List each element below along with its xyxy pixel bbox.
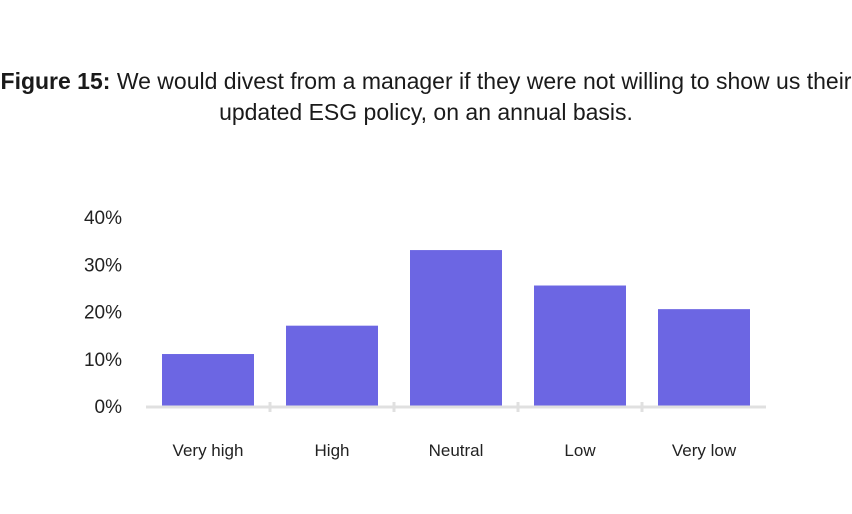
bar-low — [534, 285, 626, 406]
x-category-label: Neutral — [429, 441, 484, 460]
bar-high — [286, 325, 378, 406]
bar-neutral — [410, 250, 502, 406]
bar-very-high — [162, 354, 254, 406]
chart-title: Figure 15: We would divest from a manage… — [0, 66, 852, 128]
y-tick-label: 10% — [84, 350, 122, 371]
y-tick-label: 30% — [84, 255, 122, 276]
bar-very-low — [658, 309, 750, 406]
x-category-label: Very high — [173, 441, 244, 460]
y-tick-label: 40% — [84, 208, 122, 229]
figure-label: Figure 15: — [0, 68, 111, 94]
x-category-label: Low — [564, 441, 596, 460]
figure-caption: We would divest from a manager if they w… — [116, 68, 852, 125]
y-tick-label: 20% — [84, 303, 122, 324]
x-category-label: High — [315, 441, 350, 460]
x-category-label: Very low — [672, 441, 737, 460]
y-tick-label: 0% — [95, 397, 123, 418]
